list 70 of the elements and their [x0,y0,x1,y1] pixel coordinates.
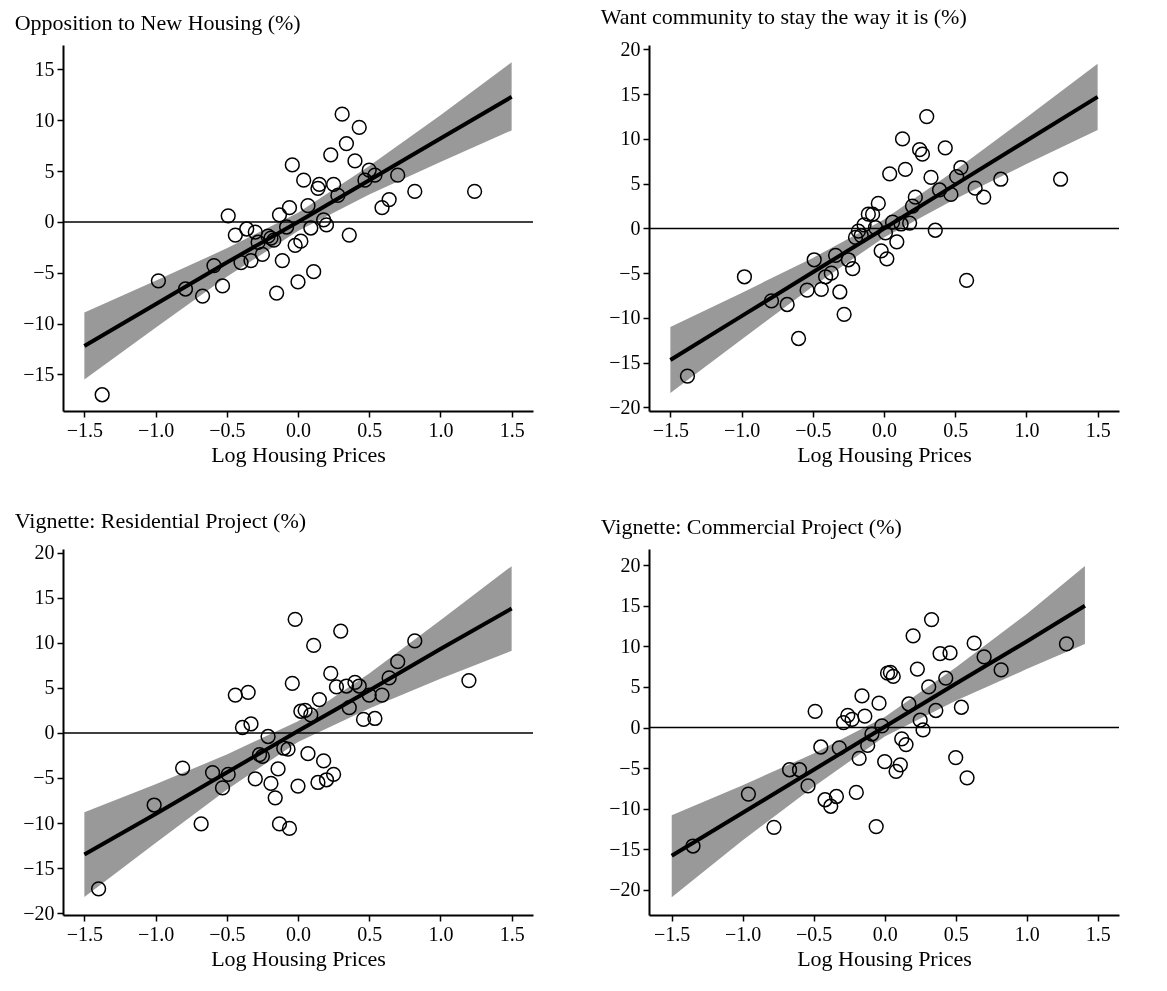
x-tick-label: −0.5 [209,418,246,441]
x-tick-label: −1.0 [137,922,175,945]
y-tick-label: −20 [609,878,641,901]
x-tick-label: −1.5 [66,418,103,441]
y-tick-label: −15 [609,351,641,374]
x-tick-label: 1.0 [428,418,454,441]
x-tick-label: 0.5 [357,922,383,945]
x-tick-label: 1.5 [1085,922,1111,945]
x-tick-label: −1.0 [723,418,761,441]
x-tick-label: 1.0 [1014,922,1040,945]
x-tick-label: 1.0 [428,922,454,945]
x-tick-label: 0.0 [286,418,311,441]
x-tick-label: 0.0 [872,418,897,441]
y-tick-label: 20 [620,553,641,576]
y-tick-label: 0 [630,716,641,739]
y-tick-label: −10 [609,306,641,329]
chart-title: Vignette: Residential Project (%) [14,507,307,533]
y-tick-label: 5 [630,675,641,698]
y-tick-label: −15 [23,362,55,385]
x-tick-label: 0.0 [286,922,311,945]
x-tick-label: −1.5 [652,418,689,441]
y-tick-label: 5 [44,159,55,182]
x-tick-label: 0.0 [872,922,898,945]
x-tick-label: −1.5 [654,922,691,945]
chart-title: Opposition to New Housing (%) [14,10,301,35]
x-tick-label: −1.0 [137,418,175,441]
x-tick-label: 0.5 [943,418,969,441]
x-tick-label: 0.5 [943,922,969,945]
y-tick-label: 0 [44,210,55,233]
y-tick-label: −15 [23,856,55,879]
chart-title: Want community to stay the way it is (%) [600,4,967,30]
chart-title: Vignette: Commercial Project (%) [600,514,902,539]
y-tick-label: −5 [33,261,55,284]
y-tick-label: 15 [620,594,641,617]
y-tick-label: −10 [609,797,641,820]
x-tick-label: 1.5 [1085,418,1111,441]
y-tick-label: 10 [620,127,641,150]
y-tick-label: 5 [44,676,55,699]
x-tick-label: −0.5 [796,922,833,945]
y-tick-label: 10 [34,108,55,131]
y-tick-label: 0 [44,721,55,744]
x-tick-label: −0.5 [795,418,832,441]
y-tick-label: 10 [620,634,641,657]
y-tick-label: 5 [630,172,641,195]
y-tick-label: 0 [630,216,641,239]
y-tick-label: −5 [619,756,641,779]
y-tick-label: −5 [619,261,641,284]
x-tick-label: 1.0 [1014,418,1040,441]
y-tick-label: 10 [34,631,55,654]
y-tick-label: −5 [33,766,55,789]
x-axis-title: Log Housing Prices [797,945,972,971]
y-tick-label: 20 [34,541,55,564]
y-tick-label: −10 [23,312,55,335]
y-tick-label: −15 [609,837,641,860]
y-tick-label: 15 [34,57,55,80]
x-tick-label: −1.5 [66,922,103,945]
y-tick-label: 20 [620,37,641,60]
x-axis-title: Log Housing Prices [211,945,386,971]
x-axis-title: Log Housing Prices [211,441,386,467]
x-tick-label: −0.5 [209,922,246,945]
y-tick-label: −20 [609,395,641,418]
y-tick-label: 15 [34,586,55,609]
y-tick-label: 15 [620,82,641,105]
x-tick-label: 1.5 [499,418,525,441]
x-axis-title: Log Housing Prices [797,441,972,467]
x-tick-label: 1.5 [499,922,525,945]
x-tick-label: 0.5 [357,418,383,441]
y-tick-label: −10 [23,811,55,834]
x-tick-label: −1.0 [725,922,762,945]
y-tick-label: −20 [23,901,55,924]
